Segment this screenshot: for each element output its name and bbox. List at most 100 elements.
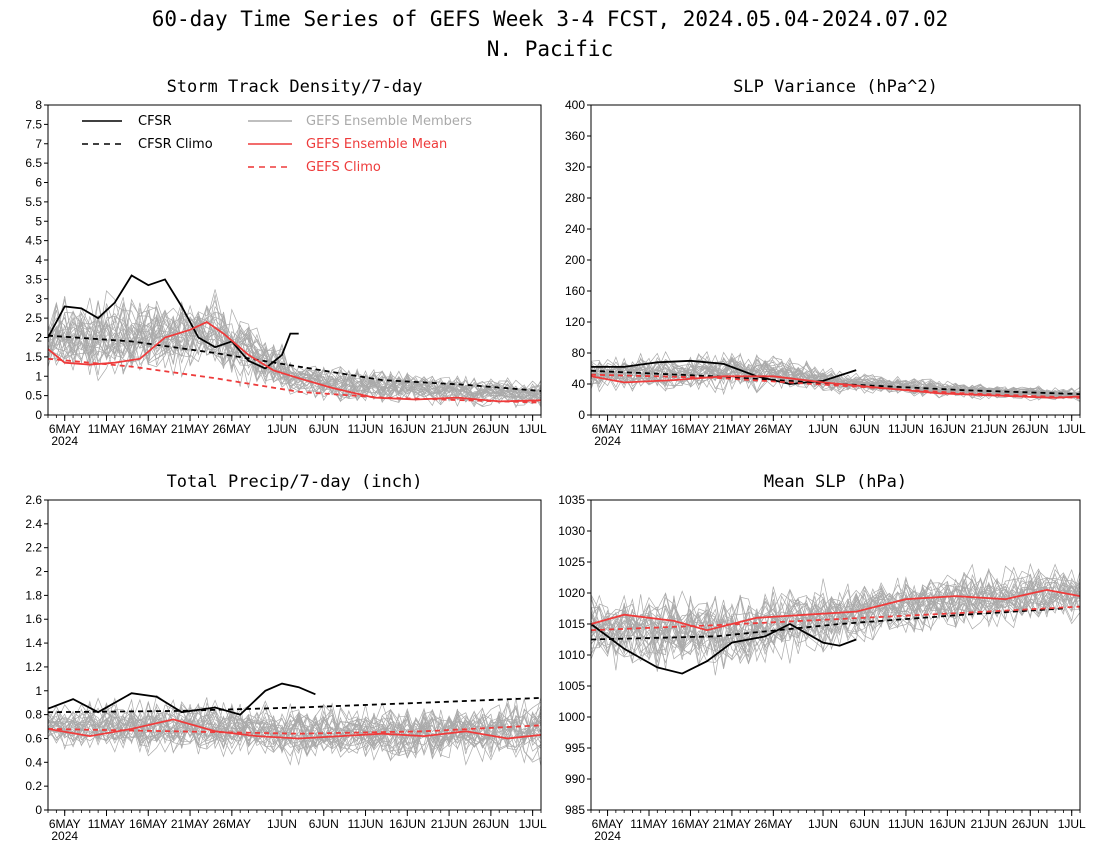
y-tick-label: 1010 [558, 648, 585, 662]
x-tick-label: 6JUN [850, 422, 880, 436]
series-cfsr-climo [47, 334, 542, 392]
ensemble-member-line [47, 300, 542, 400]
ensemble-member-line [47, 704, 542, 759]
x-tick-label: 6MAY [49, 422, 81, 436]
y-tick-label: 1035 [558, 493, 585, 507]
x-tick-label: 16JUN [389, 817, 426, 831]
y-tick-label: 5.5 [25, 195, 42, 209]
x-tick-label: 26JUN [473, 422, 510, 436]
x-tick-label: 26MAY [213, 817, 251, 831]
y-tick-label: 7.5 [25, 117, 42, 131]
y-tick-label: 1.8 [25, 588, 42, 602]
y-tick-label: 400 [565, 98, 585, 112]
y-tick-label: 1030 [558, 524, 585, 538]
x-tick-label: 21JUN [970, 817, 1007, 831]
ensemble-members [590, 562, 1081, 676]
x-tick-label: 1JUL [1058, 817, 1086, 831]
x-tick-label: 16JUN [389, 422, 426, 436]
ensemble-member-line [47, 702, 542, 767]
x-tick-label: 21MAY [171, 817, 209, 831]
panel-total-precip: Total Precip/7-day (inch)00.20.40.60.811… [25, 472, 547, 843]
legend-label-ens-mean: GEFS Ensemble Mean [306, 137, 447, 152]
x-tick-label: 6MAY [592, 817, 624, 831]
panel-title: Storm Track Density/7-day [167, 77, 423, 97]
x-tick-label: 11MAY [88, 817, 126, 831]
x-year-label: 2024 [51, 829, 78, 843]
x-tick-label: 21MAY [713, 817, 751, 831]
y-tick-label: 990 [565, 772, 585, 786]
ensemble-member-line [47, 297, 542, 399]
plot-frame [47, 499, 542, 811]
x-tick-label: 26MAY [213, 422, 251, 436]
series-cfsr-climo [590, 369, 1081, 395]
legend-label-cfsr: CFSR [138, 114, 172, 129]
ensemble-member-line [47, 697, 542, 755]
y-tick-label: 995 [565, 741, 585, 755]
ensemble-member-line [47, 316, 542, 402]
y-tick-label: 240 [565, 222, 585, 236]
x-tick-label: 11MAY [88, 422, 126, 436]
x-tick-label: 11JUN [888, 817, 924, 831]
y-tick-label: 6.5 [25, 156, 42, 170]
y-tick-label: 0.5 [25, 389, 42, 403]
x-tick-label: 1JUN [267, 817, 297, 831]
x-tick-label: 11JUN [348, 817, 384, 831]
x-tick-label: 11JUN [888, 422, 924, 436]
y-tick-label: 120 [565, 315, 585, 329]
panel-storm-track-density: Storm Track Density/7-day 0 0.5 1 1.5 2 2.5 3 3.… [25, 77, 547, 448]
x-tick-label: 26JUN [1012, 817, 1049, 831]
ensemble-member-line [590, 581, 1081, 658]
panel-title: Total Precip/7-day (inch) [167, 472, 423, 492]
legend-label-cfsr-climo: CFSR Climo [138, 137, 213, 152]
x-tick-label: 11JUN [348, 422, 384, 436]
ensemble-member-line [590, 361, 1081, 403]
series-cfsr-climo [590, 607, 1064, 641]
x-tick-label: 21JUN [431, 422, 468, 436]
y-tick-label: 320 [565, 160, 585, 174]
x-tick-label: 16JUN [929, 817, 966, 831]
legend-label-members: GEFS Ensemble Members [306, 114, 472, 129]
y-tick-label: 2 [35, 331, 42, 345]
y-tick-label: 0.2 [25, 779, 42, 793]
ensemble-member-line [47, 704, 542, 751]
x-tick-label: 26JUN [473, 817, 510, 831]
y-tick-label: 2 [35, 565, 42, 579]
ensemble-member-line [590, 350, 1081, 399]
x-tick-label: 21MAY [171, 422, 209, 436]
y-tick-label: 40 [572, 377, 586, 391]
x-tick-label: 1JUN [808, 817, 838, 831]
y-tick-label: 2.6 [25, 493, 42, 507]
x-tick-label: 16JUN [929, 422, 966, 436]
x-tick-label: 16MAY [671, 422, 709, 436]
x-year-label: 2024 [594, 829, 621, 843]
y-tick-label: 0.4 [25, 755, 42, 769]
y-tick-label: 4.5 [25, 234, 42, 248]
x-tick-label: 11MAY [630, 817, 668, 831]
y-tick-label: 5 [35, 214, 42, 228]
ensemble-member-line [47, 702, 542, 758]
x-tick-label: 21JUN [970, 422, 1007, 436]
ensemble-member-line [47, 310, 541, 403]
main-title: 60-day Time Series of GEFS Week 3-4 FCST… [152, 7, 949, 31]
y-tick-label: 2.2 [25, 541, 42, 555]
y-tick-label: 2.4 [25, 517, 42, 531]
x-tick-label: 6JUN [309, 422, 339, 436]
y-tick-label: 1020 [558, 586, 585, 600]
y-tick-label: 200 [565, 253, 585, 267]
ensemble-member-line [590, 568, 1081, 672]
y-tick-label: 280 [565, 191, 585, 205]
series-cfsr-climo [47, 697, 542, 714]
x-tick-label: 6MAY [592, 422, 624, 436]
x-tick-label: 26MAY [754, 422, 792, 436]
y-tick-label: 1.6 [25, 612, 42, 626]
y-tick-label: 8 [35, 98, 42, 112]
x-tick-label: 1JUN [267, 422, 297, 436]
series-gefs-climo [47, 724, 542, 735]
y-tick-label: 360 [565, 129, 585, 143]
panel-title: SLP Variance (hPa^2) [733, 77, 938, 97]
series-gefs-climo [590, 373, 1081, 399]
x-tick-label: 16MAY [129, 817, 167, 831]
legend-label-gefs-climo: GEFS Climo [306, 160, 381, 175]
x-tick-label: 21MAY [713, 422, 751, 436]
